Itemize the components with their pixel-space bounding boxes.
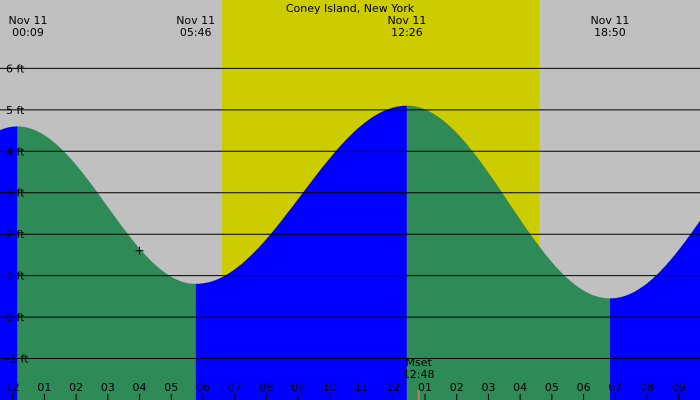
x-tick-label: 09 (291, 381, 305, 394)
y-tick-label: 3 ft (6, 187, 25, 200)
grid-lines (0, 67, 700, 360)
y-tick-label: -1 ft (6, 353, 29, 366)
x-tick-label: 10 (323, 381, 337, 394)
x-tick-label: 02 (450, 381, 464, 394)
extreme-date-label: Nov 11 (176, 14, 215, 27)
x-tick-label: 04 (133, 381, 147, 394)
x-tick-label: 03 (481, 381, 495, 394)
rising-tide-area (609, 220, 700, 400)
y-axis-labels: 6 ft 5 ft 4 ft 3 ft 2 ft 1 ft 0 ft -1 ft (6, 62, 29, 365)
x-tick-label: 05 (164, 381, 178, 394)
x-tick-label: 08 (259, 381, 273, 394)
x-tick-label: 02 (69, 381, 83, 394)
x-tick-label: 08 (640, 381, 654, 394)
tide-fills (0, 105, 700, 400)
extreme-time-label: 12:26 (391, 26, 423, 39)
x-tick-label: 01 (418, 381, 432, 394)
extreme-date-label: Nov 11 (387, 14, 426, 27)
y-tick-label: 4 ft (6, 145, 25, 158)
x-tick-label: 06 (196, 381, 210, 394)
y-tick-label: 0 ft (6, 311, 25, 324)
x-tick-label: 05 (545, 381, 559, 394)
x-tick-label: 07 (228, 381, 242, 394)
x-tick-label: 06 (577, 381, 591, 394)
extreme-time-label: 18:50 (594, 26, 626, 39)
extreme-date-label: Nov 11 (9, 14, 48, 27)
y-tick-label: 5 ft (6, 104, 25, 117)
extreme-date-label: Nov 11 (590, 14, 629, 27)
x-tick-label: 11 (355, 381, 369, 394)
x-tick-label: 04 (513, 381, 527, 394)
chart-title: Coney Island, New York (286, 2, 415, 15)
x-axis-ticks (12, 394, 680, 400)
x-tick-label: 01 (37, 381, 51, 394)
x-axis-labels: 1120102030405060708091011120102030405060… (6, 381, 686, 394)
moon-event-label: Mset (406, 356, 433, 369)
x-tick-label: 03 (101, 381, 115, 394)
y-tick-label: 6 ft (6, 62, 25, 75)
rising-tide-area (195, 105, 407, 400)
x-tick-label: 09 (672, 381, 686, 394)
x-tick-label: 12 (6, 381, 20, 394)
extreme-time-label: 05:46 (180, 26, 212, 39)
x-tick-label: 07 (608, 381, 622, 394)
x-tick-label: 12 (386, 381, 400, 394)
rising-tide-area (0, 126, 18, 400)
falling-tide-area (406, 105, 610, 400)
y-tick-label: 1 ft (6, 270, 25, 283)
extreme-time-label: 00:09 (12, 26, 44, 39)
crosshair-marker (135, 246, 144, 255)
moon-event-time: 12:48 (403, 368, 435, 381)
y-tick-label: 2 ft (6, 228, 25, 241)
falling-tide-area (17, 126, 196, 400)
